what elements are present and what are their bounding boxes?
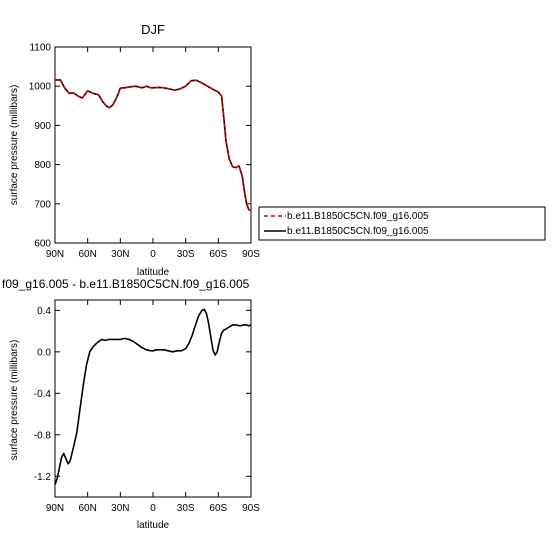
top-y-tick-label: 900	[34, 121, 51, 132]
top-y-tick-label: 800	[34, 160, 51, 171]
bottom-y-tick-label: -0.8	[34, 430, 52, 441]
top-y-tick-label: 1000	[29, 82, 52, 93]
top-x-tick-label: 90N	[46, 249, 64, 260]
top-plot-area: 90N 60N 30N 0 30S 60S 90S 600 700 800 900 1000 1100	[29, 43, 260, 261]
top-series-line-dashed	[55, 79, 252, 212]
legend-label-series-2: b.e11.B1850C5CN.f09_g16.005	[287, 226, 429, 237]
top-plot-frame	[54, 46, 252, 244]
bottom-y-axis-label: surface pressure (millibars)	[9, 340, 20, 461]
top-y-axis-label: surface pressure (millibars)	[9, 85, 20, 206]
bottom-x-tick-label: 30N	[111, 503, 129, 514]
legend-label-series-1: b.e11.B1850C5CN.f09_g16.005	[287, 211, 429, 222]
bottom-chart-title: f09_g16.005 - b.e11.B1850C5CN.f09_g16.00…	[2, 277, 250, 291]
top-y-tick-label: 700	[34, 199, 51, 210]
bottom-plot-area: 90N 60N 30N 0 30S 60S 90S -1.2 -0.8 -0.4 0.0 0.4	[34, 299, 260, 514]
bottom-y-tick-label: 0.0	[37, 347, 51, 358]
top-y-tick-label: 600	[34, 239, 51, 250]
top-y-tick-label: 1100	[29, 43, 51, 54]
top-x-tick-label: 30S	[177, 249, 195, 260]
top-x-tick-label: 0	[150, 249, 156, 260]
bottom-y-tick-label: -1.2	[34, 472, 52, 483]
bottom-x-tick-label: 90S	[242, 503, 260, 514]
bottom-series-line-solid	[54, 308, 252, 485]
top-x-tick-label: 60S	[209, 249, 227, 260]
top-x-axis-label: latitude	[137, 267, 170, 278]
top-x-tick-label: 60N	[78, 249, 96, 260]
bottom-x-axis-label: latitude	[137, 520, 170, 531]
legend-box	[258, 206, 546, 241]
bottom-x-tick-label: 30S	[177, 503, 195, 514]
bottom-x-tick-label: 60N	[78, 503, 96, 514]
bottom-y-tick-label: 0.4	[37, 306, 51, 317]
bottom-y-tick-label: -0.4	[34, 389, 52, 400]
top-x-tick-label: 30N	[111, 249, 129, 260]
bottom-x-tick-label: 0	[150, 503, 156, 514]
bottom-x-tick-label: 60S	[209, 503, 227, 514]
bottom-x-tick-label: 90N	[46, 503, 64, 514]
top-x-tick-label: 90S	[242, 249, 260, 260]
top-chart-title: DJF	[141, 22, 165, 37]
bottom-plot-frame	[54, 299, 252, 498]
